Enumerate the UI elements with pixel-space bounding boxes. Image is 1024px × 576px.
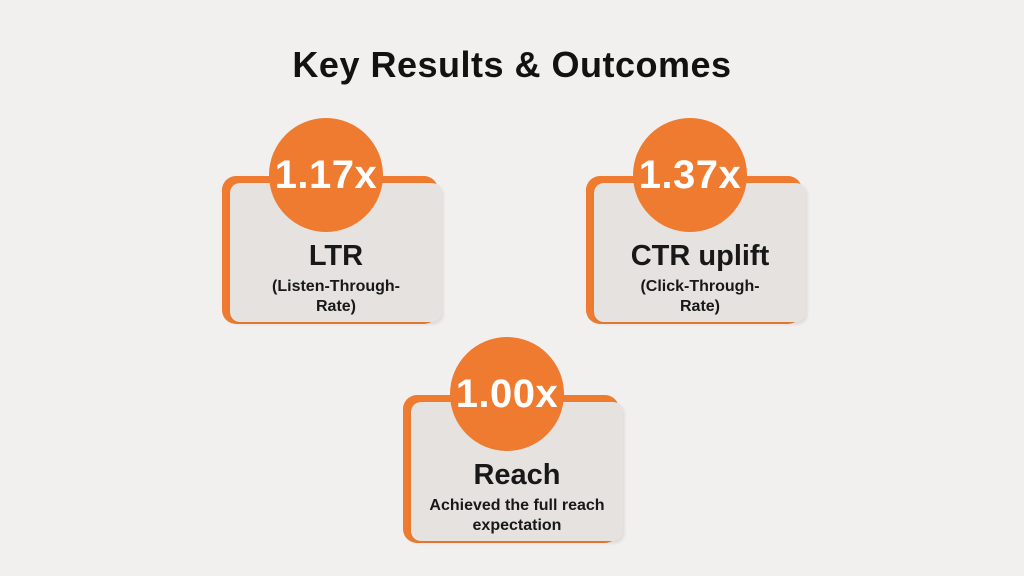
- metric-circle: 1.17x: [269, 118, 383, 232]
- metric-card-reach: Reach Achieved the full reach expectatio…: [403, 337, 623, 543]
- metric-sublabel: Achieved the full reach expectation: [429, 496, 605, 534]
- metric-card-ctr: CTR uplift (Click-Through- Rate) 1.37x: [586, 118, 806, 324]
- metric-label: LTR: [308, 240, 364, 272]
- metric-value: 1.17x: [274, 152, 378, 197]
- metric-circle: 1.37x: [633, 118, 747, 232]
- metric-sublabel: (Listen-Through- Rate): [272, 277, 400, 315]
- metric-value: 1.00x: [455, 371, 559, 416]
- metric-value: 1.37x: [638, 152, 742, 197]
- metric-label: Reach: [473, 459, 561, 491]
- metric-card-ltr: LTR (Listen-Through- Rate) 1.17x: [222, 118, 442, 324]
- metric-label: CTR uplift: [630, 240, 770, 272]
- metric-circle: 1.00x: [450, 337, 564, 451]
- metric-sublabel: (Click-Through- Rate): [640, 277, 760, 315]
- page-title: Key Results & Outcomes: [292, 44, 732, 85]
